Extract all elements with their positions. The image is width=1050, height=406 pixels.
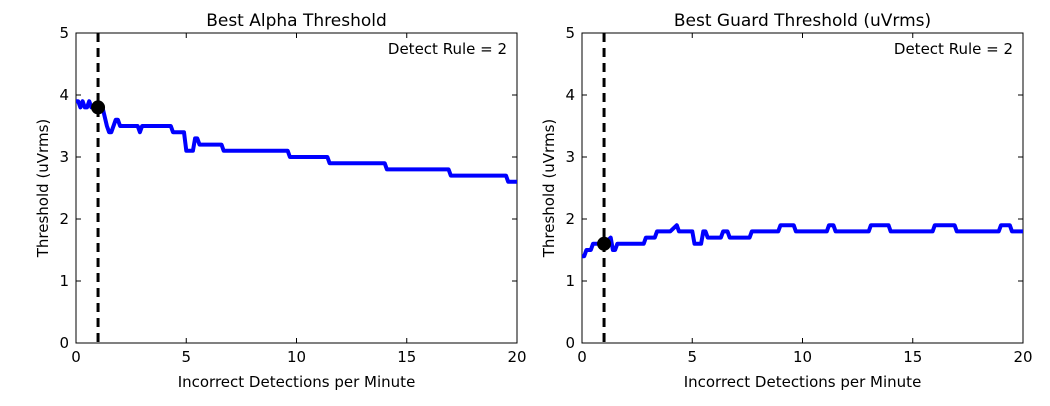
detect-rule-annotation: Detect Rule = 2 [388, 40, 507, 58]
series-line [76, 99, 517, 184]
y-tick-label: 4 [59, 86, 69, 104]
x-tick-label: 5 [181, 348, 191, 366]
x-tick-label: 10 [287, 348, 306, 366]
plot-frame [581, 32, 1024, 344]
y-tick-label: 0 [565, 334, 575, 352]
y-axis-label: Threshold (uVrms) [34, 119, 52, 259]
x-tick-label: 15 [903, 348, 922, 366]
chart-title: Best Alpha Threshold [206, 11, 387, 31]
y-tick-label: 2 [565, 210, 575, 228]
x-axis-label: Incorrect Detections per Minute [684, 373, 922, 391]
chart-2: Best Guard Threshold (uVrms) 0 5 10 15 20 0 1 2 3… [540, 11, 1033, 391]
y-tick-label: 5 [59, 24, 69, 42]
y-tick-label: 4 [565, 86, 575, 104]
chart-title: Best Guard Threshold (uVrms) [674, 11, 931, 31]
y-tick-label: 3 [565, 148, 575, 166]
y-tick-label: 3 [59, 148, 69, 166]
x-tick-label: 20 [1013, 348, 1032, 366]
x-axis-label: Incorrect Detections per Minute [178, 373, 416, 391]
plot-frame [75, 32, 518, 344]
detect-rule-annotation: Detect Rule = 2 [894, 40, 1013, 58]
y-tick-label: 1 [565, 272, 575, 290]
selected-point-marker [597, 236, 612, 251]
series-line [582, 223, 1023, 259]
x-tick-label: 5 [687, 348, 697, 366]
y-tick-label: 0 [59, 334, 69, 352]
y-tick-label: 2 [59, 210, 69, 228]
selected-point-marker [91, 100, 106, 115]
x-tick-label: 20 [507, 348, 526, 366]
y-axis-label: Threshold (uVrms) [540, 119, 558, 259]
x-tick-label: 0 [577, 348, 587, 366]
x-tick-label: 10 [793, 348, 812, 366]
y-tick-label: 5 [565, 24, 575, 42]
x-tick-label: 15 [397, 348, 416, 366]
chart-1: Best Alpha Threshold 0 5 10 15 20 0 1 2 3 4 5 Incorr… [34, 11, 527, 391]
x-tick-label: 0 [71, 348, 81, 366]
y-tick-label: 1 [59, 272, 69, 290]
